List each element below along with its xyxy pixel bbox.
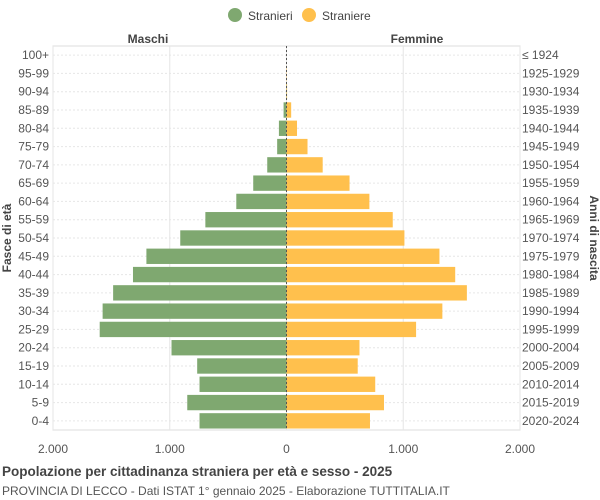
birth-year-label: 1930-1934: [522, 85, 580, 99]
age-label: 30-34: [18, 304, 49, 318]
bar-male-5-9: [187, 394, 287, 411]
birth-year-label: 1985-1989: [522, 286, 580, 300]
birth-year-label: 2000-2004: [522, 341, 580, 355]
birth-year-label: 1925-1929: [522, 66, 580, 80]
bar-female-75-79: [286, 138, 308, 155]
birth-year-label: 1970-1974: [522, 231, 580, 245]
bar-male-60-64: [236, 193, 287, 210]
age-label: 20-24: [18, 341, 49, 355]
bar-male-85-89: [283, 102, 287, 118]
birth-year-label: 2015-2019: [522, 396, 580, 410]
bar-male-30-34: [102, 303, 287, 319]
bar-female-50-54: [286, 230, 405, 246]
bar-female-45-49: [286, 248, 440, 264]
birth-year-label: 1950-1954: [522, 158, 580, 172]
birth-year-label: 1935-1939: [522, 103, 580, 117]
age-label: 35-39: [18, 286, 49, 300]
legend: Stranieri Straniere: [228, 8, 371, 23]
bar-male-70-74: [267, 157, 287, 173]
bar-female-20-24: [286, 340, 360, 356]
bar-female-10-14: [286, 376, 376, 392]
x-tick-label: 1.000: [155, 442, 185, 456]
age-label: 40-44: [18, 268, 49, 282]
age-label: 90-94: [18, 85, 49, 99]
bar-male-0-4: [199, 413, 287, 429]
age-label: 70-74: [18, 158, 49, 172]
legend-marker-straniere: [302, 8, 316, 22]
bar-female-65-69: [286, 175, 350, 191]
age-label: 55-59: [18, 213, 49, 227]
x-tick-label: 0: [283, 442, 290, 456]
bar-female-55-59: [286, 212, 393, 228]
x-tick-label: 2.000: [38, 442, 68, 456]
bar-female-70-74: [286, 157, 323, 173]
x-tick-label: 1.000: [388, 442, 418, 456]
bar-female-30-34: [286, 303, 443, 319]
chart-title: Popolazione per cittadinanza straniera p…: [2, 464, 393, 479]
birth-year-label: 1965-1969: [522, 213, 580, 227]
bar-male-75-79: [277, 138, 287, 155]
age-label: 25-29: [18, 322, 49, 336]
age-label: 45-49: [18, 249, 49, 263]
bar-male-45-49: [146, 248, 287, 264]
bar-female-25-29: [286, 321, 417, 338]
age-label: 65-69: [18, 176, 49, 190]
x-tick-label: 2.000: [505, 442, 535, 456]
age-label: 60-64: [18, 194, 49, 208]
age-label: 95-99: [18, 66, 49, 80]
y-axis-label-right: Anni di nascita: [587, 195, 600, 281]
legend-label-stranieri: Stranieri: [248, 9, 293, 23]
bar-male-35-39: [113, 285, 287, 301]
bar-male-50-54: [180, 230, 287, 246]
birth-year-label: 1955-1959: [522, 176, 580, 190]
age-label: 10-14: [18, 377, 49, 391]
birth-year-label: 1940-1944: [522, 121, 580, 135]
bar-female-40-44: [286, 266, 456, 283]
age-label: 5-9: [32, 396, 50, 410]
y-axis-label-left: Fasce di età: [0, 203, 14, 272]
birth-year-label: ≤ 1924: [522, 48, 559, 62]
age-label: 100+: [22, 48, 49, 62]
right-header-femmine: Femmine: [391, 32, 444, 46]
bar-male-25-29: [99, 321, 287, 338]
birth-year-label: 1975-1979: [522, 249, 580, 263]
birth-year-label: 2020-2024: [522, 414, 580, 428]
bar-female-15-19: [286, 358, 358, 374]
birth-year-label: 2010-2014: [522, 377, 580, 391]
bar-male-10-14: [199, 376, 287, 392]
bar-female-80-84: [286, 120, 298, 136]
bars-layer: [99, 46, 467, 430]
left-header-maschi: Maschi: [128, 32, 169, 46]
bar-male-40-44: [132, 266, 287, 283]
bar-female-0-4: [286, 413, 370, 429]
age-label: 50-54: [18, 231, 49, 245]
bar-male-55-59: [205, 212, 287, 228]
birth-year-label: 1960-1964: [522, 194, 580, 208]
population-pyramid-chart: 2.000 1.000 0 1.000 2.000 100+ ≤ 1924 95-99 1925…: [0, 8, 600, 456]
bar-male-65-69: [253, 175, 287, 191]
age-label: 75-79: [18, 140, 49, 154]
labels-layer: 2.000 1.000 0 1.000 2.000 100+ ≤ 1924 95-99 1925…: [18, 48, 579, 456]
birth-year-label: 1980-1984: [522, 268, 580, 282]
age-label: 0-4: [32, 414, 50, 428]
chart-subtitle: PROVINCIA DI LECCO - Dati ISTAT 1° genna…: [2, 484, 450, 498]
bar-female-35-39: [286, 285, 467, 301]
legend-marker-stranieri: [228, 8, 242, 22]
bar-female-85-89: [286, 102, 292, 118]
birth-year-label: 1995-1999: [522, 322, 580, 336]
birth-year-label: 2005-2009: [522, 359, 580, 373]
bar-female-5-9: [286, 394, 384, 411]
bar-male-80-84: [278, 120, 287, 136]
age-label: 15-19: [18, 359, 49, 373]
age-label: 85-89: [18, 103, 49, 117]
bar-male-20-24: [171, 340, 287, 356]
age-label: 80-84: [18, 121, 49, 135]
legend-label-straniere: Straniere: [322, 9, 371, 23]
birth-year-label: 1945-1949: [522, 140, 580, 154]
bar-male-15-19: [197, 358, 287, 374]
birth-year-label: 1990-1994: [522, 304, 580, 318]
bar-female-60-64: [286, 193, 370, 210]
